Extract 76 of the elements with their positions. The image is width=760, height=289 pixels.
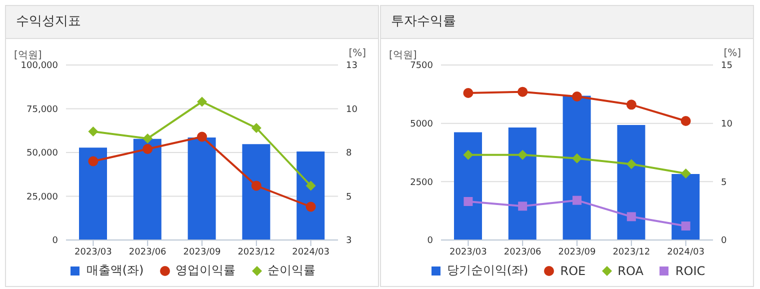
bar <box>562 96 591 240</box>
bar <box>79 148 107 240</box>
point <box>142 144 153 154</box>
point <box>572 153 582 164</box>
bar <box>188 137 216 240</box>
y-axis-title: [억원] <box>14 49 42 61</box>
point <box>518 86 528 97</box>
x-tick-label: 2023/06 <box>128 247 167 258</box>
x-tick-label: 2023/12 <box>238 247 276 258</box>
point <box>681 222 690 230</box>
y2-tick-label: 0 <box>721 236 727 246</box>
legend-label: 순이익률 <box>268 262 316 279</box>
point <box>306 202 316 212</box>
bar <box>508 128 536 240</box>
point <box>88 126 98 136</box>
point <box>626 100 636 110</box>
legend-label: ROE <box>560 264 586 278</box>
y-axis-title: [억원] <box>389 49 417 61</box>
point <box>197 96 207 107</box>
y-tick-label: 25,000 <box>26 192 58 202</box>
y2-axis-title: [%] <box>724 48 741 59</box>
x-tick-label: 2023/03 <box>450 247 487 258</box>
point <box>463 150 474 160</box>
y-tick-label: 7500 <box>410 61 434 72</box>
x-tick-label: 2023/03 <box>74 247 112 258</box>
y2-axis-title: [%] <box>348 48 366 59</box>
x-tick-label: 2023/09 <box>183 247 221 258</box>
point <box>518 202 528 211</box>
y-tick-label: 0 <box>52 236 58 246</box>
y-tick-label: 2500 <box>410 178 434 188</box>
bar <box>242 144 270 240</box>
y2-tick-label: 5 <box>346 192 352 202</box>
legend-label: 매출액(좌) <box>86 262 144 279</box>
y2-tick-label: 10 <box>721 120 733 130</box>
bar <box>672 174 700 240</box>
bar <box>296 151 325 240</box>
y-tick-label: 75,000 <box>26 104 58 115</box>
bar <box>617 124 646 240</box>
y2-tick-label: 5 <box>721 178 727 188</box>
x-tick-label: 2024/03 <box>667 247 704 258</box>
y2-tick-label: 13 <box>346 61 358 72</box>
bar <box>454 132 482 240</box>
legend-label: ROA <box>618 264 644 278</box>
chart-title: 투자수익률 <box>381 6 753 39</box>
point <box>251 123 262 133</box>
y-tick-label: 50,000 <box>26 148 58 159</box>
legend-label: 당기순이익(좌) <box>446 262 528 279</box>
y2-tick-label: 3 <box>346 236 352 246</box>
point <box>518 150 528 160</box>
x-tick-label: 2023/06 <box>504 247 542 258</box>
point <box>306 180 316 191</box>
y2-tick-label: 15 <box>721 61 732 72</box>
point <box>680 168 691 178</box>
point <box>572 92 582 102</box>
point <box>251 180 262 191</box>
x-tick-label: 2023/09 <box>558 247 596 258</box>
legend-label: 영업이익률 <box>176 262 236 279</box>
y2-tick-label: 8 <box>346 148 352 159</box>
point <box>626 212 636 222</box>
legend-label: ROIC <box>675 264 706 278</box>
bar <box>133 138 162 240</box>
point <box>142 134 153 144</box>
point <box>463 88 474 98</box>
point <box>680 116 691 126</box>
y2-tick-label: 10 <box>346 104 358 115</box>
point <box>88 156 98 166</box>
y-tick-label: 5000 <box>410 120 434 130</box>
x-tick-label: 2024/03 <box>292 247 330 258</box>
point <box>572 196 582 205</box>
y-tick-label: 0 <box>427 236 434 246</box>
point <box>626 159 636 170</box>
x-tick-label: 2023/12 <box>612 247 650 258</box>
point <box>197 132 207 142</box>
chart-title: 수익성지표 <box>6 6 378 39</box>
point <box>464 197 473 206</box>
y-tick-label: 100,000 <box>20 61 58 72</box>
